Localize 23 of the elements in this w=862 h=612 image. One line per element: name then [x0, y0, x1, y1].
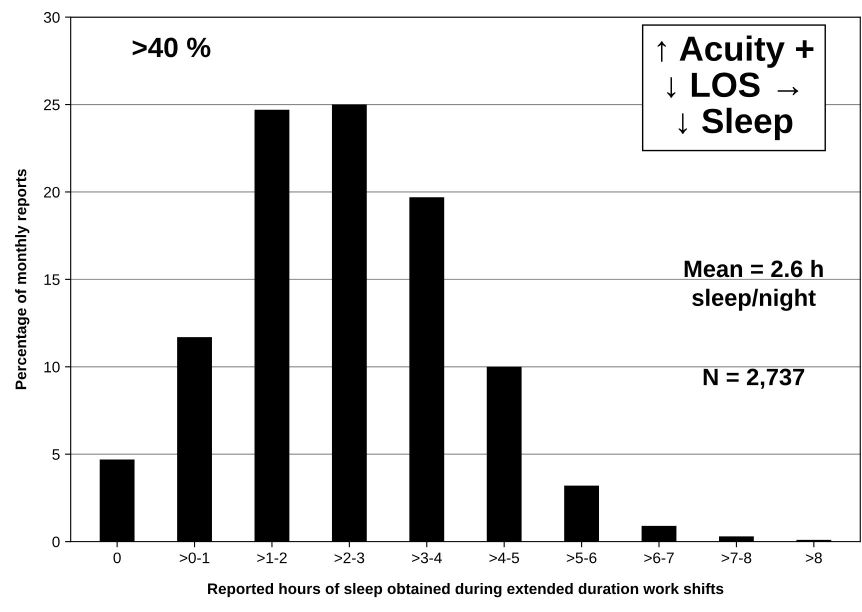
x-axis-title: Reported hours of sleep obtained during extended duration work shifts — [208, 582, 724, 598]
x-tick-label: >7-8 — [722, 552, 752, 564]
y-tick-label: 25 — [44, 99, 60, 110]
y-axis-title: Percentage of monthly reports — [15, 169, 30, 390]
x-tick-label: >5-6 — [566, 552, 596, 564]
x-tick-label: >1-2 — [257, 552, 287, 564]
x-tick-label: >2-3 — [334, 552, 364, 564]
annotation: Mean = 2.6 h sleep/night — [684, 260, 823, 311]
x-tick-label: 0 — [113, 552, 121, 564]
y-tick-label: 15 — [44, 274, 60, 286]
y-tick-label: 5 — [52, 449, 60, 460]
annotation: ↑ Acuity + ↓ LOS → ↓ Sleep — [658, 35, 814, 140]
y-tick-label: 30 — [44, 12, 60, 23]
y-tick-label: 10 — [44, 362, 60, 372]
annotation: >40 % — [132, 38, 210, 58]
x-tick-label: >0-1 — [180, 552, 210, 564]
y-tick-label: 0 — [52, 536, 60, 548]
x-tick-label: >4-5 — [489, 552, 520, 564]
x-tick-label: >3-4 — [412, 552, 442, 564]
x-tick-label: >6-7 — [644, 552, 674, 564]
annotation: N = 2,737 — [704, 368, 804, 389]
x-tick-label: >8 — [806, 552, 822, 564]
y-tick-label: 20 — [44, 186, 60, 198]
